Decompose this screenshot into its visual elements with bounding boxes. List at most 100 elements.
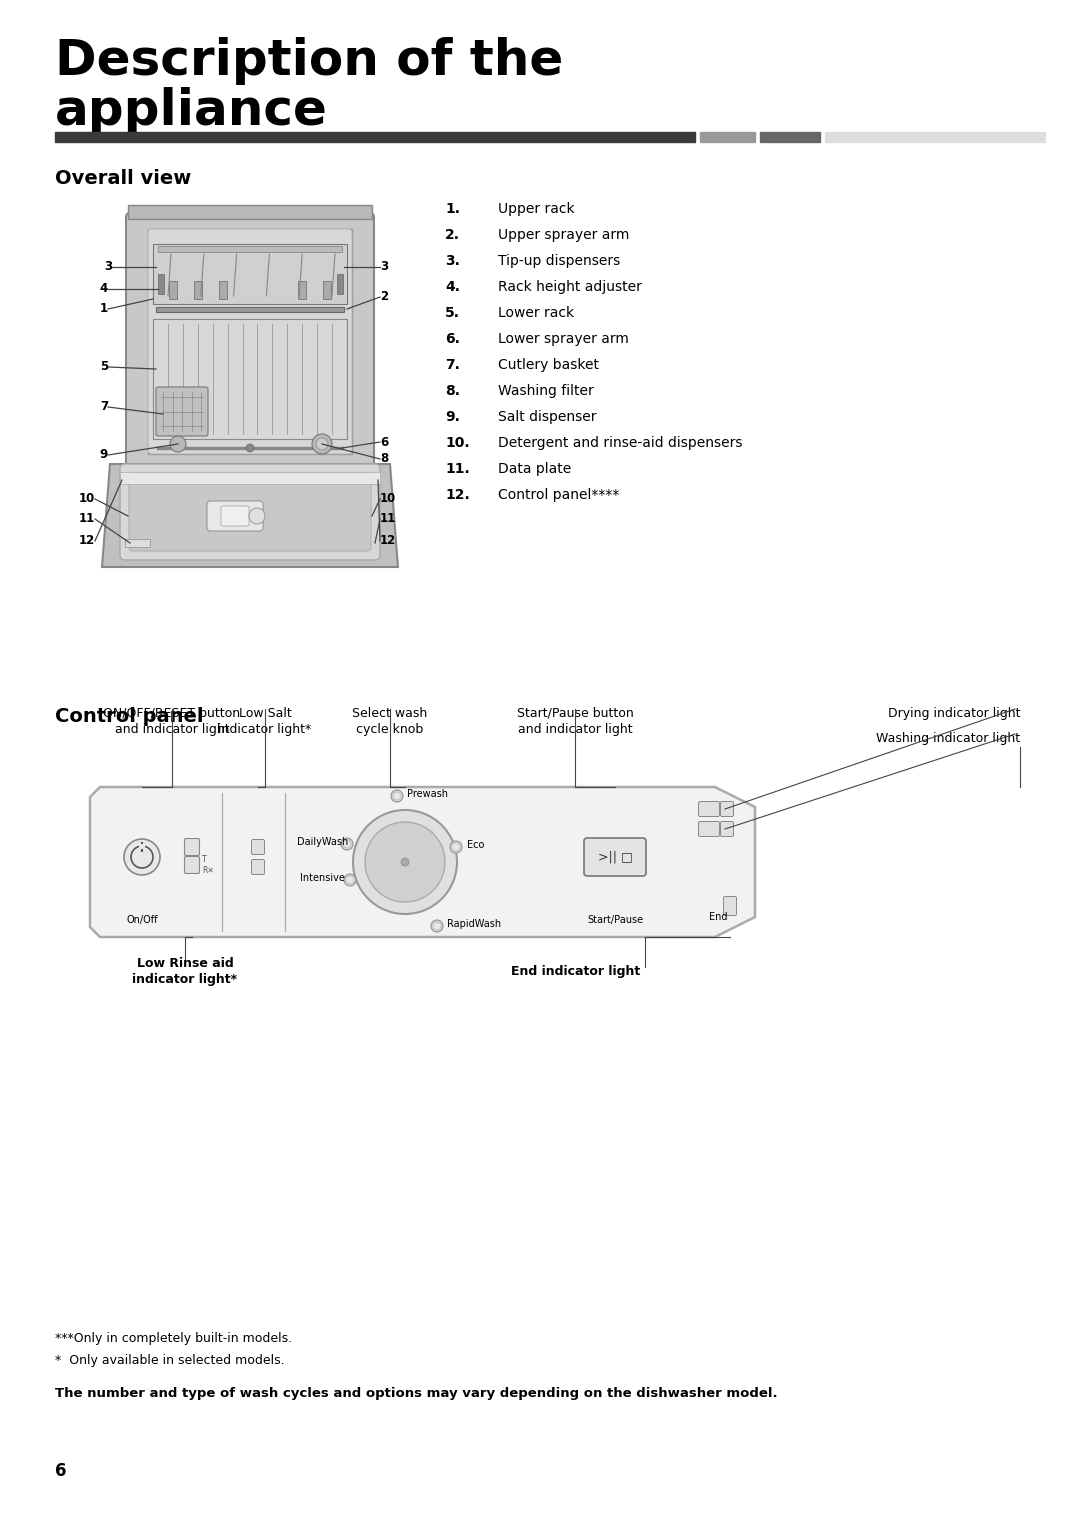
Bar <box>153 244 347 304</box>
Text: Cutlery basket: Cutlery basket <box>498 357 599 373</box>
Text: Start/Pause: Start/Pause <box>586 915 643 925</box>
Text: 12: 12 <box>380 534 396 548</box>
Bar <box>148 229 352 454</box>
Text: ***Only in completely built-in models.: ***Only in completely built-in models. <box>55 1332 292 1345</box>
Text: 2: 2 <box>380 290 388 304</box>
Text: 5: 5 <box>99 360 108 374</box>
Circle shape <box>343 840 351 847</box>
Text: 3.: 3. <box>445 253 460 269</box>
Text: T
R✕: T R✕ <box>202 855 214 875</box>
FancyBboxPatch shape <box>699 802 719 817</box>
Bar <box>120 472 380 484</box>
Text: Prewash: Prewash <box>407 789 448 799</box>
Bar <box>158 246 342 252</box>
Circle shape <box>312 434 332 454</box>
FancyBboxPatch shape <box>221 505 249 525</box>
Text: Low Salt
indicator light*: Low Salt indicator light* <box>218 707 312 736</box>
Text: Select wash
cycle knob: Select wash cycle knob <box>352 707 428 736</box>
Text: 12: 12 <box>79 534 95 548</box>
Text: Rack height adjuster: Rack height adjuster <box>498 279 642 295</box>
Text: On/Off: On/Off <box>126 915 158 925</box>
Text: The number and type of wash cycles and options may vary depending on the dishwas: The number and type of wash cycles and o… <box>55 1387 778 1400</box>
Circle shape <box>246 444 254 452</box>
Bar <box>700 131 755 142</box>
Text: *  Only available in selected models.: * Only available in selected models. <box>55 1354 285 1367</box>
Text: 6.: 6. <box>445 331 460 347</box>
Text: 8.: 8. <box>445 383 460 399</box>
Circle shape <box>345 873 356 886</box>
Text: End indicator light: End indicator light <box>511 965 640 977</box>
Circle shape <box>170 437 186 452</box>
Bar <box>219 281 227 299</box>
Text: 11.: 11. <box>445 463 470 476</box>
Bar <box>337 273 343 295</box>
FancyBboxPatch shape <box>120 464 380 560</box>
Text: 7: 7 <box>99 400 108 414</box>
FancyBboxPatch shape <box>185 857 200 873</box>
Text: Low Rinse aid
indicator light*: Low Rinse aid indicator light* <box>133 957 238 986</box>
Text: Intensive: Intensive <box>300 873 345 883</box>
Text: Eco: Eco <box>467 840 484 851</box>
Text: Start/Pause button
and indicator light: Start/Pause button and indicator light <box>516 707 633 736</box>
Text: RapidWash: RapidWash <box>447 919 501 928</box>
Bar <box>153 319 347 438</box>
FancyBboxPatch shape <box>129 473 372 551</box>
Text: 9.: 9. <box>445 411 460 425</box>
Text: Tip-up dispensers: Tip-up dispensers <box>498 253 620 269</box>
Text: Drying indicator light: Drying indicator light <box>888 707 1020 721</box>
Bar <box>158 273 164 295</box>
Bar <box>139 844 145 849</box>
Text: Washing indicator light: Washing indicator light <box>876 731 1020 745</box>
FancyBboxPatch shape <box>185 838 200 855</box>
Bar <box>194 281 202 299</box>
FancyBboxPatch shape <box>156 386 208 437</box>
Circle shape <box>391 789 403 802</box>
Text: 4.: 4. <box>445 279 460 295</box>
Text: Lower sprayer arm: Lower sprayer arm <box>498 331 629 347</box>
Text: 11: 11 <box>79 513 95 525</box>
Text: 3: 3 <box>380 261 388 273</box>
FancyBboxPatch shape <box>699 822 719 837</box>
Circle shape <box>453 843 460 851</box>
Bar <box>125 539 150 547</box>
Text: Upper sprayer arm: Upper sprayer arm <box>498 228 630 241</box>
FancyBboxPatch shape <box>126 212 374 466</box>
Text: 9: 9 <box>99 449 108 461</box>
Text: 10: 10 <box>380 493 396 505</box>
Circle shape <box>346 876 354 884</box>
Bar <box>323 281 330 299</box>
Text: 6: 6 <box>55 1461 67 1480</box>
Text: DailyWash: DailyWash <box>297 837 348 847</box>
Text: 1: 1 <box>99 302 108 316</box>
Text: Overall view: Overall view <box>55 169 191 188</box>
Bar <box>825 131 1045 142</box>
Text: 10.: 10. <box>445 437 470 450</box>
FancyBboxPatch shape <box>720 802 733 817</box>
Bar <box>298 281 306 299</box>
Text: 8: 8 <box>380 452 388 466</box>
FancyBboxPatch shape <box>720 822 733 837</box>
Text: 5.: 5. <box>445 305 460 321</box>
Text: Salt dispenser: Salt dispenser <box>498 411 596 425</box>
FancyBboxPatch shape <box>252 860 265 875</box>
Bar <box>156 307 345 312</box>
FancyBboxPatch shape <box>148 229 352 454</box>
Text: Data plate: Data plate <box>498 463 571 476</box>
Circle shape <box>401 858 409 866</box>
Circle shape <box>450 841 462 854</box>
Circle shape <box>353 809 457 915</box>
Text: Washing filter: Washing filter <box>498 383 594 399</box>
Text: ON/OFF/RESET button
and indicator light: ON/OFF/RESET button and indicator light <box>104 707 241 736</box>
Circle shape <box>124 838 160 875</box>
FancyBboxPatch shape <box>252 840 265 855</box>
FancyBboxPatch shape <box>207 501 264 531</box>
Text: 4: 4 <box>99 282 108 296</box>
Text: Description of the: Description of the <box>55 37 564 86</box>
Text: Control panel: Control panel <box>55 707 203 725</box>
Text: 12.: 12. <box>445 489 470 502</box>
Text: 2.: 2. <box>445 228 460 241</box>
Bar <box>129 205 372 218</box>
Text: End: End <box>708 912 727 922</box>
Circle shape <box>433 922 441 930</box>
Circle shape <box>249 508 265 524</box>
